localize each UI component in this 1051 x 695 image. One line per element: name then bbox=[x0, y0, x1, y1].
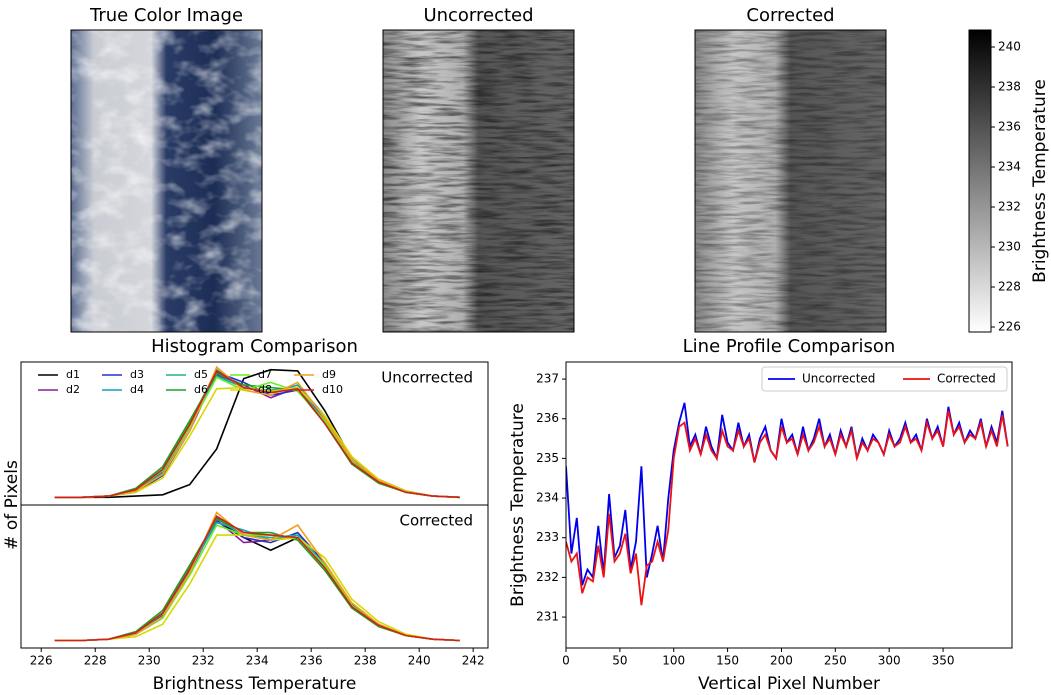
y-axis-label: # of Pixels bbox=[2, 460, 22, 550]
legend-label: d8 bbox=[258, 383, 272, 396]
x-tick-label: 236 bbox=[300, 654, 323, 668]
panel-label: Uncorrected bbox=[381, 369, 473, 387]
image-texture bbox=[383, 30, 574, 332]
legend-label: Uncorrected bbox=[802, 372, 875, 386]
image-frame bbox=[70, 29, 263, 333]
legend-label: Corrected bbox=[937, 372, 996, 386]
profile-line bbox=[566, 410, 1009, 606]
x-tick-label: 250 bbox=[824, 654, 847, 668]
histogram-line bbox=[54, 524, 460, 642]
colorbar bbox=[968, 29, 992, 333]
image-texture bbox=[71, 30, 262, 332]
x-tick-label: 200 bbox=[770, 654, 793, 668]
chart-title: Histogram Comparison bbox=[151, 336, 358, 357]
x-axis-label: Vertical Pixel Number bbox=[698, 674, 880, 694]
colorbar-label: Brightness Temperature bbox=[1030, 79, 1050, 283]
x-tick-label: 232 bbox=[192, 654, 215, 668]
x-tick-label: 234 bbox=[246, 654, 269, 668]
x-tick-label: 228 bbox=[84, 654, 107, 668]
y-tick-label: 231 bbox=[536, 610, 559, 624]
x-tick-label: 100 bbox=[662, 654, 685, 668]
image-texture bbox=[695, 30, 886, 332]
y-tick-label: 233 bbox=[536, 530, 559, 544]
y-axis-label: Brightness Temperature bbox=[508, 403, 528, 607]
colorbar-tick-label: 236 bbox=[998, 120, 1021, 134]
legend-label: d2 bbox=[66, 383, 80, 396]
legend-label: d6 bbox=[194, 383, 208, 396]
y-tick-label: 232 bbox=[536, 570, 559, 584]
colorbar-tick-label: 232 bbox=[998, 200, 1021, 214]
profile-line bbox=[566, 402, 1009, 586]
image-title: Uncorrected bbox=[423, 5, 533, 26]
x-axis-label: Brightness Temperature bbox=[153, 674, 357, 694]
axes-frame bbox=[565, 361, 1013, 649]
image-frame bbox=[382, 29, 575, 333]
x-tick-label: 150 bbox=[716, 654, 739, 668]
y-tick-label: 235 bbox=[536, 451, 559, 465]
colorbar-tick-label: 240 bbox=[998, 40, 1021, 54]
histogram-line bbox=[54, 511, 460, 642]
y-tick-label: 236 bbox=[536, 411, 559, 425]
chart-title: Line Profile Comparison bbox=[683, 336, 896, 357]
x-tick-label: 50 bbox=[612, 654, 627, 668]
histogram-line bbox=[54, 520, 460, 642]
colorbar-tick-label: 228 bbox=[998, 280, 1021, 294]
legend-label: d1 bbox=[66, 368, 80, 381]
x-tick-label: 226 bbox=[30, 654, 53, 668]
image-frame bbox=[694, 29, 887, 333]
legend-box bbox=[761, 366, 1008, 392]
panel-frame bbox=[20, 504, 489, 649]
legend-label: d4 bbox=[130, 383, 144, 396]
image-title: Corrected bbox=[746, 5, 834, 26]
colorbar-tick-label: 226 bbox=[998, 320, 1021, 334]
legend-label: d3 bbox=[130, 368, 144, 381]
y-tick-label: 237 bbox=[536, 372, 559, 386]
x-tick-label: 300 bbox=[878, 654, 901, 668]
panel-label: Corrected bbox=[400, 512, 474, 530]
x-tick-label: 240 bbox=[408, 654, 431, 668]
image-title: True Color Image bbox=[89, 5, 243, 26]
x-tick-label: 350 bbox=[932, 654, 955, 668]
x-tick-label: 238 bbox=[354, 654, 377, 668]
x-tick-label: 0 bbox=[562, 654, 570, 668]
colorbar-tick-label: 230 bbox=[998, 240, 1021, 254]
colorbar-tick-label: 234 bbox=[998, 160, 1021, 174]
legend-label: d7 bbox=[258, 368, 272, 381]
x-tick-label: 230 bbox=[138, 654, 161, 668]
y-tick-label: 234 bbox=[536, 491, 559, 505]
histogram-line bbox=[54, 386, 460, 499]
legend-label: d10 bbox=[322, 383, 343, 396]
colorbar-tick-label: 238 bbox=[998, 80, 1021, 94]
histogram-line bbox=[54, 534, 460, 642]
histogram-line bbox=[54, 369, 460, 499]
histogram-line bbox=[54, 515, 460, 642]
legend-label: d9 bbox=[322, 368, 336, 381]
legend-label: d5 bbox=[194, 368, 208, 381]
x-tick-label: 242 bbox=[462, 654, 485, 668]
